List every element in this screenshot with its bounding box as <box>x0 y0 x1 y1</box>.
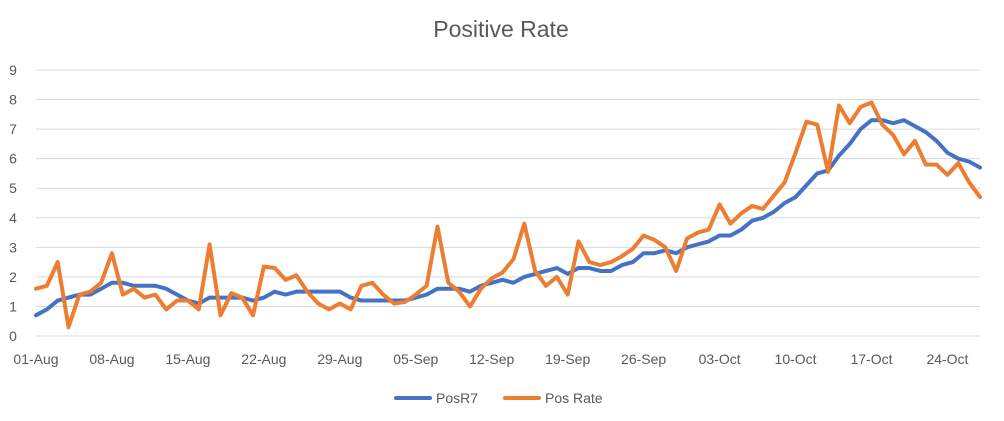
y-tick-label: 4 <box>9 210 17 226</box>
x-axis-tick-labels: 01-Aug 08-Aug 15-Aug 22-Aug 29-Aug 05-Sep 12-S… <box>13 351 968 367</box>
series-lines <box>34 100 982 330</box>
x-tick-label: 19-Sep <box>545 351 590 367</box>
y-tick-label: 7 <box>9 121 17 137</box>
y-axis-tick-labels: 0 1 2 3 4 5 6 7 8 9 <box>9 62 17 344</box>
y-tick-label: 9 <box>9 62 17 78</box>
legend-label: Pos Rate <box>545 390 603 406</box>
series-line <box>34 118 982 318</box>
y-tick-label: 0 <box>9 328 17 344</box>
legend-label: PosR7 <box>436 390 478 406</box>
y-tick-label: 5 <box>9 180 17 196</box>
x-tick-label: 15-Aug <box>165 351 210 367</box>
series-line <box>34 100 982 330</box>
x-tick-label: 12-Sep <box>469 351 514 367</box>
y-tick-label: 1 <box>9 298 17 314</box>
y-tick-label: 3 <box>9 239 17 255</box>
x-tick-label: 24-Oct <box>926 351 968 367</box>
x-tick-label: 17-Oct <box>850 351 892 367</box>
series-posr7 <box>34 118 982 318</box>
x-tick-label: 22-Aug <box>241 351 286 367</box>
legend-item-pos-rate: Pos Rate <box>503 390 603 406</box>
x-tick-label: 03-Oct <box>699 351 741 367</box>
legend: PosR7 Pos Rate <box>394 390 603 406</box>
x-tick-label: 29-Aug <box>317 351 362 367</box>
y-tick-label: 8 <box>9 92 17 108</box>
legend-item-posr7: PosR7 <box>394 390 478 406</box>
x-tick-label: 01-Aug <box>13 351 58 367</box>
x-tick-label: 26-Sep <box>621 351 666 367</box>
x-tick-label: 10-Oct <box>775 351 817 367</box>
chart-title: Positive Rate <box>433 16 569 42</box>
x-tick-label: 08-Aug <box>89 351 134 367</box>
x-tick-label: 05-Sep <box>393 351 438 367</box>
y-tick-label: 2 <box>9 269 17 285</box>
series-pos-rate <box>34 100 982 330</box>
y-tick-label: 6 <box>9 151 17 167</box>
